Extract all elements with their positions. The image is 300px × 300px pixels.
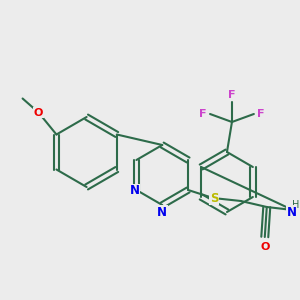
Text: N: N [287, 206, 297, 218]
Text: N: N [157, 206, 167, 218]
Text: H: H [292, 200, 299, 210]
Text: F: F [199, 109, 207, 119]
Text: N: N [129, 184, 140, 197]
Text: S: S [210, 191, 218, 205]
Text: F: F [257, 109, 265, 119]
Text: O: O [34, 107, 43, 118]
Text: F: F [228, 90, 236, 100]
Text: O: O [260, 242, 269, 252]
